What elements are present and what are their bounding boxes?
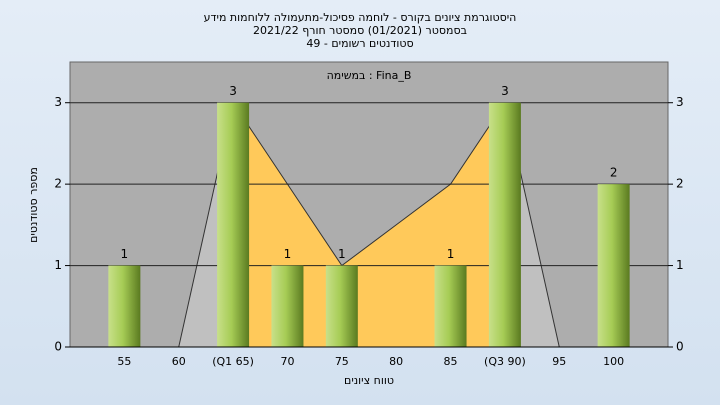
data-label: 1: [121, 247, 129, 261]
y2-tick-label: 0: [676, 340, 684, 354]
subtitle: במשימה : Fina_B: [327, 69, 412, 82]
x-tick-label: (Q3 90): [484, 355, 526, 368]
bar: [271, 265, 304, 347]
y-tick-label: 3: [54, 95, 62, 109]
x-tick-label: 75: [335, 355, 349, 368]
data-label: 1: [338, 247, 346, 261]
y-tick-label: 2: [54, 177, 62, 191]
data-label: 3: [229, 84, 237, 98]
y-tick-label: 1: [54, 258, 62, 272]
x-tick-label: 70: [280, 355, 294, 368]
x-tick-label: 100: [603, 355, 624, 368]
x-tick-label: 80: [389, 355, 403, 368]
bar: [434, 265, 467, 347]
bar: [597, 184, 630, 347]
chart-title: 49 - סטודנטים רשומים: [306, 37, 413, 50]
data-label: 3: [501, 84, 509, 98]
y2-tick-label: 3: [676, 95, 684, 109]
chart-title: היסטוגרמת ציונים בקורס - לוחמה פסיכול-מת…: [204, 11, 517, 24]
x-tick-label: 95: [552, 355, 566, 368]
x-tick-label: (Q1 65): [212, 355, 254, 368]
bar: [217, 102, 250, 347]
data-label: 1: [284, 247, 292, 261]
y-axis-label: מספר סטודנטים: [27, 167, 40, 243]
y-tick-label: 0: [54, 340, 62, 354]
bar: [108, 265, 141, 347]
bar: [325, 265, 358, 347]
x-axis-label: טווח ציונים: [344, 374, 394, 387]
bar: [488, 102, 521, 347]
area-line: [232, 102, 506, 267]
x-tick-label: 85: [444, 355, 458, 368]
x-tick-label: 60: [172, 355, 186, 368]
x-tick-label: 55: [117, 355, 131, 368]
y2-tick-label: 2: [676, 177, 684, 191]
chart-title: בסמסטר (01/2021) סמסטר חורף 2021/22: [253, 24, 467, 37]
data-label: 1: [447, 247, 455, 261]
data-label: 2: [610, 166, 618, 180]
y2-tick-label: 1: [676, 258, 684, 272]
